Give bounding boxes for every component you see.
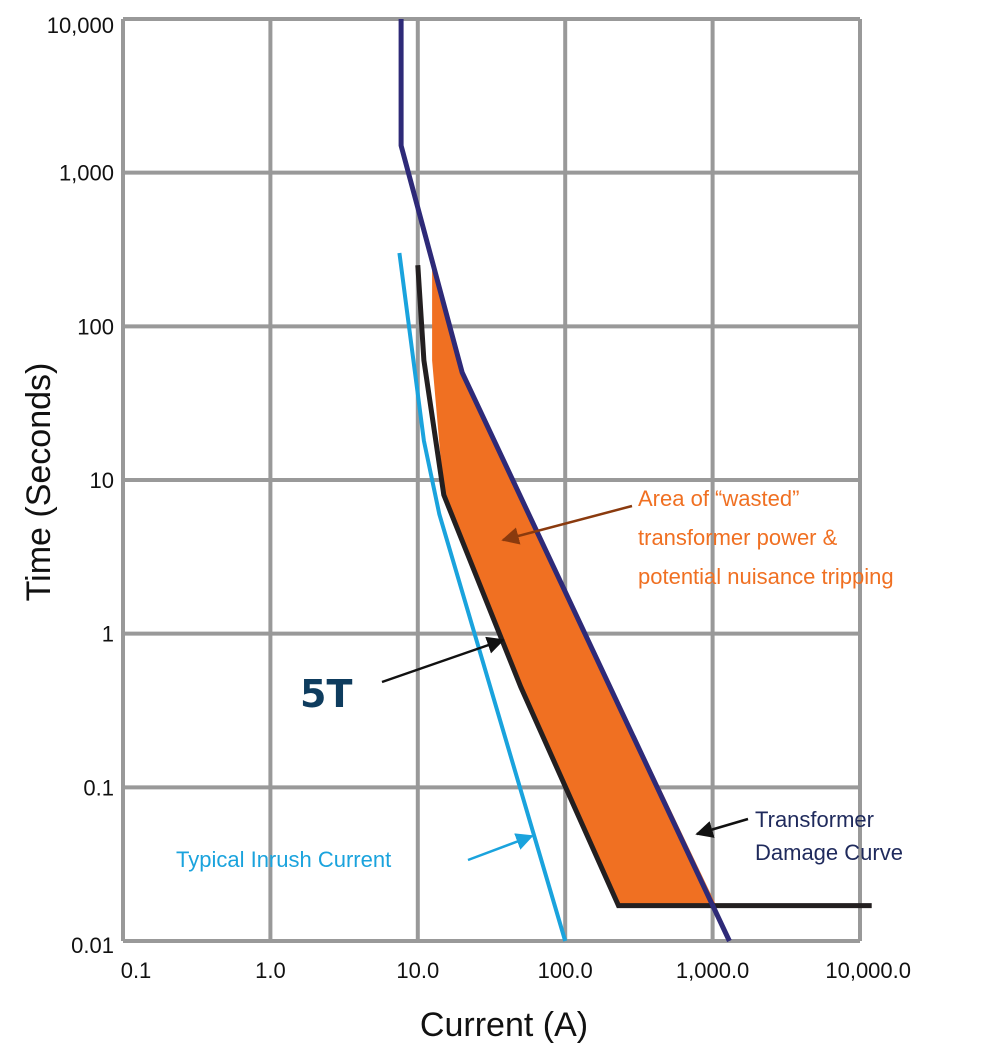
- grid: [121, 17, 862, 943]
- y-axis-title: Time (Seconds): [20, 363, 58, 602]
- fuse-curve: [415, 265, 872, 909]
- x-axis-title: Current (A): [420, 1006, 588, 1044]
- inrush-annotation-arrow: [467, 833, 534, 862]
- x-tick-labels: 0.1 1.0 10.0 100.0 1,000.0 10,000.0: [121, 958, 911, 983]
- damage-annotation-line-2: Damage Curve: [755, 840, 903, 865]
- x-tick-label: 100.0: [538, 958, 593, 983]
- y-tick-label: 1: [102, 622, 114, 647]
- y-tick-label: 10,000: [47, 13, 114, 38]
- area-layer: [432, 265, 717, 906]
- x-tick-label: 10.0: [396, 958, 439, 983]
- damage-annotation-line-1: Transformer: [755, 807, 874, 832]
- y-tick-label: 0.01: [71, 933, 114, 958]
- x-tick-label: 10,000.0: [825, 958, 911, 983]
- fuse-annotation-arrow: [381, 636, 505, 684]
- damage-curve: [398, 19, 732, 943]
- y-tick-label: 10: [90, 468, 114, 493]
- y-tick-label: 100: [77, 314, 114, 339]
- y-tick-label: 0.1: [83, 775, 114, 800]
- x-tick-label: 1,000.0: [676, 958, 749, 983]
- area-annotation-arrow: [501, 504, 633, 545]
- inrush-annotation-label: Typical Inrush Current: [176, 847, 391, 872]
- y-tick-label: 1,000: [59, 161, 114, 186]
- area-annotation-line-1: Area of “wasted”: [638, 486, 799, 511]
- series-layer: [397, 19, 872, 943]
- wasted-area: [432, 265, 717, 906]
- area-annotation-line-3: potential nuisance tripping: [638, 564, 894, 589]
- inrush-annotation: Typical Inrush Current: [176, 833, 534, 872]
- x-tick-label: 0.1: [121, 958, 152, 983]
- area-annotation: Area of “wasted” transformer power & pot…: [501, 486, 894, 589]
- inrush-curve: [397, 252, 568, 942]
- fuse-annotation: 5T: [300, 636, 505, 716]
- fuse-annotation-label: 5T: [300, 672, 352, 716]
- area-annotation-line-2: transformer power &: [638, 525, 838, 550]
- y-tick-labels: 0.01 0.1 1 10 100 1,000 10,000: [47, 13, 114, 958]
- damage-annotation: Transformer Damage Curve: [695, 807, 903, 865]
- damage-annotation-arrow: [695, 817, 749, 838]
- x-tick-label: 1.0: [255, 958, 286, 983]
